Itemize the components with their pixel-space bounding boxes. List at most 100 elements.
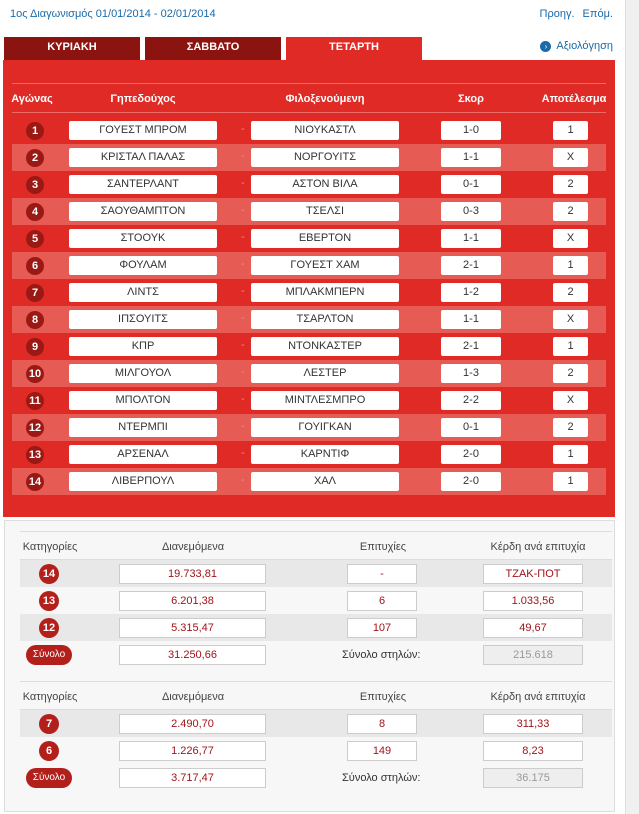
score: 1-0 <box>441 121 501 140</box>
matches-panel: Αγώνας Γηπεδούχος Φιλοξενούμενη Σκορ Απο… <box>3 60 615 517</box>
category-badge: 6 <box>39 741 59 761</box>
match-number: 13 <box>26 446 44 464</box>
separator: - <box>241 393 245 405</box>
score: 1-2 <box>441 283 501 302</box>
header-home: Γηπεδούχος <box>110 93 176 105</box>
gain-per-winner: 49,67 <box>483 618 583 638</box>
header-winners: Επιτυχίες <box>359 691 407 703</box>
score: 2-0 <box>441 472 501 491</box>
result: 1 <box>553 256 588 275</box>
match-row: 1 ΓΟΥΕΣΤ ΜΠΡΟΜ - ΝΙΟΥΚΑΣΤΛ 1-0 1 <box>12 117 606 144</box>
total-row: Σύνολο 3.717,47 Σύνολο στηλών: 36.175 <box>20 764 612 791</box>
evaluation-link[interactable]: › Αξιολόγηση <box>540 40 613 52</box>
header-distributed: Διανεμόμενα <box>161 691 225 703</box>
score: 1-3 <box>441 364 501 383</box>
match-number: 11 <box>26 392 44 410</box>
result: 2 <box>553 202 588 221</box>
header-match: Αγώνας <box>11 93 53 105</box>
payout-row: 12 5.315,47 107 49,67 <box>20 614 612 641</box>
separator: - <box>241 231 245 243</box>
total-distributed: 31.250,66 <box>119 645 266 665</box>
match-row: 13 ΑΡΣΕΝΑΛ - ΚΑΡΝΤΙΦ 2-0 1 <box>12 441 606 468</box>
divider <box>12 112 606 113</box>
next-link[interactable]: Επόμ. <box>582 8 613 20</box>
match-number: 3 <box>26 176 44 194</box>
match-row: 5 ΣΤΟΟΥΚ - ΕΒΕΡΤΟΝ 1-1 X <box>12 225 606 252</box>
header-away: Φιλοξενούμενη <box>285 93 365 105</box>
tab-wednesday[interactable]: ΤΕΤΑΡΤΗ <box>286 37 422 62</box>
home-team: ΛΙΒΕΡΠΟΥΛ <box>69 472 217 491</box>
divider <box>20 709 612 710</box>
away-team: ΑΣΤΟΝ ΒΙΛΑ <box>251 175 399 194</box>
away-team: ΧΑΛ <box>251 472 399 491</box>
gain-per-winner: 8,23 <box>483 741 583 761</box>
header-result: Αποτέλεσμα <box>541 93 607 105</box>
match-row: 3 ΣΑΝΤΕΡΛΑΝΤ - ΑΣΤΟΝ ΒΙΛΑ 0-1 2 <box>12 171 606 198</box>
gain-per-winner: 311,33 <box>483 714 583 734</box>
home-team: ΙΠΣΟΥΙΤΣ <box>69 310 217 329</box>
result: X <box>553 148 588 167</box>
evaluation-label: Αξιολόγηση <box>556 40 613 52</box>
total-columns: 215.618 <box>483 645 583 665</box>
score: 2-2 <box>441 391 501 410</box>
home-team: ΣΤΟΟΥΚ <box>69 229 217 248</box>
tab-sunday[interactable]: ΚΥΡΙΑΚΗ <box>4 37 140 61</box>
winners-count: 149 <box>347 741 417 761</box>
separator: - <box>241 312 245 324</box>
match-row: 8 ΙΠΣΟΥΙΤΣ - ΤΣΑΡΛΤΟΝ 1-1 X <box>12 306 606 333</box>
match-row: 10 ΜΙΛΓΟΥΟΛ - ΛΕΣΤΕΡ 1-3 2 <box>12 360 606 387</box>
header-winners: Επιτυχίες <box>359 541 407 553</box>
divider <box>20 559 612 560</box>
divider <box>12 83 606 84</box>
score: 0-3 <box>441 202 501 221</box>
home-team: ΛΙΝΤΣ <box>69 283 217 302</box>
total-distributed: 3.717,47 <box>119 768 266 788</box>
divider <box>20 681 612 682</box>
result: X <box>553 391 588 410</box>
score: 0-1 <box>441 418 501 437</box>
distributed-amount: 1.226,77 <box>119 741 266 761</box>
gain-per-winner: ΤΖΑΚ-ΠΟΤ <box>483 564 583 584</box>
total-columns: 36.175 <box>483 768 583 788</box>
match-row: 6 ΦΟΥΛΑΜ - ΓΟΥΕΣΤ ΧΑΜ 2-1 1 <box>12 252 606 279</box>
away-team: ΤΣΕΛΣΙ <box>251 202 399 221</box>
match-row: 11 ΜΠΟΛΤΟΝ - ΜΙΝΤΛΕΣΜΠΡΟ 2-2 X <box>12 387 606 414</box>
away-team: ΓΟΥΕΣΤ ΧΑΜ <box>251 256 399 275</box>
home-team: ΜΠΟΛΤΟΝ <box>69 391 217 410</box>
result: X <box>553 229 588 248</box>
tab-saturday[interactable]: ΣΑΒΒΑΤΟ <box>145 37 281 61</box>
payout-row: 14 19.733,81 - ΤΖΑΚ-ΠΟΤ <box>20 560 612 587</box>
away-team: ΝΙΟΥΚΑΣΤΛ <box>251 121 399 140</box>
draw-title: 1ος Διαγωνισμός 01/01/2014 - 02/01/2014 <box>10 8 216 20</box>
winners-count: - <box>347 564 417 584</box>
result: 1 <box>553 337 588 356</box>
away-team: ΚΑΡΝΤΙΦ <box>251 445 399 464</box>
winners-count: 6 <box>347 591 417 611</box>
separator: - <box>241 258 245 270</box>
separator: - <box>241 420 245 432</box>
separator: - <box>241 150 245 162</box>
category-badge: 7 <box>39 714 59 734</box>
match-number: 14 <box>26 473 44 491</box>
match-number: 12 <box>26 419 44 437</box>
result: 2 <box>553 283 588 302</box>
result: X <box>553 310 588 329</box>
away-team: ΜΙΝΤΛΕΣΜΠΡΟ <box>251 391 399 410</box>
header-distributed: Διανεμόμενα <box>161 541 225 553</box>
header-categories: Κατηγορίες <box>22 541 78 553</box>
result: 2 <box>553 175 588 194</box>
separator: - <box>241 339 245 351</box>
category-badge: 13 <box>39 591 59 611</box>
result: 2 <box>553 364 588 383</box>
distributed-amount: 2.490,70 <box>119 714 266 734</box>
total-badge: Σύνολο <box>26 645 72 665</box>
home-team: ΝΤΕΡΜΠΙ <box>69 418 217 437</box>
header-score: Σκορ <box>458 93 484 105</box>
separator: - <box>241 447 245 459</box>
separator: - <box>241 285 245 297</box>
match-number: 8 <box>26 311 44 329</box>
scrollbar[interactable] <box>625 0 639 814</box>
chevron-right-circle-icon: › <box>540 40 552 52</box>
prev-link[interactable]: Προηγ. <box>539 8 575 20</box>
score: 0-1 <box>441 175 501 194</box>
